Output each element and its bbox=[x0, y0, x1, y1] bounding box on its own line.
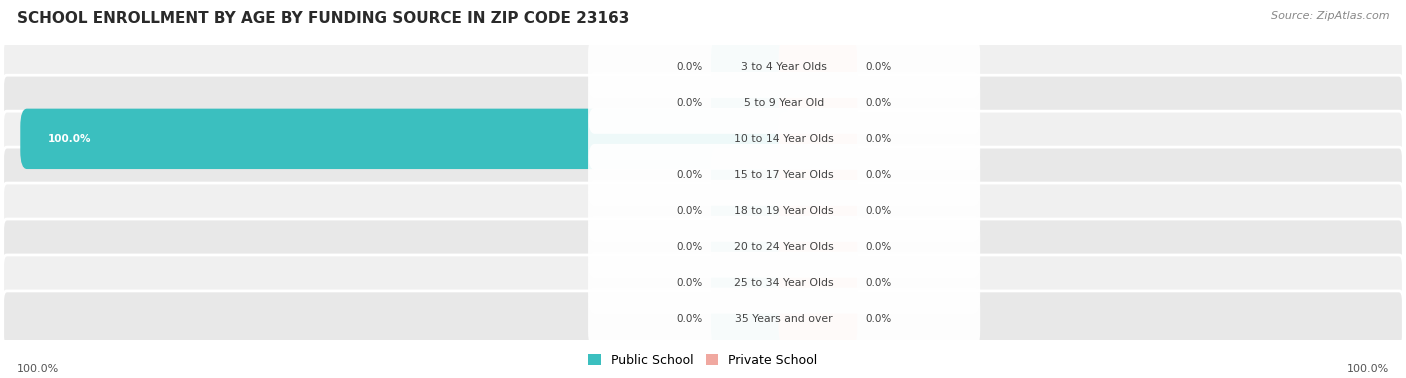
Text: 100.0%: 100.0% bbox=[17, 364, 59, 374]
Text: 0.0%: 0.0% bbox=[865, 98, 891, 108]
Text: 0.0%: 0.0% bbox=[676, 170, 703, 180]
FancyBboxPatch shape bbox=[3, 75, 1403, 130]
Text: 100.0%: 100.0% bbox=[1347, 364, 1389, 374]
Text: 0.0%: 0.0% bbox=[676, 62, 703, 72]
Text: 20 to 24 Year Olds: 20 to 24 Year Olds bbox=[734, 242, 834, 252]
Text: 100.0%: 100.0% bbox=[48, 134, 91, 144]
FancyBboxPatch shape bbox=[3, 219, 1403, 274]
Text: 35 Years and over: 35 Years and over bbox=[735, 314, 832, 324]
FancyBboxPatch shape bbox=[779, 148, 858, 201]
Text: 0.0%: 0.0% bbox=[676, 206, 703, 216]
Text: Source: ZipAtlas.com: Source: ZipAtlas.com bbox=[1271, 11, 1389, 21]
FancyBboxPatch shape bbox=[588, 72, 980, 134]
FancyBboxPatch shape bbox=[711, 256, 790, 309]
Text: 15 to 17 Year Olds: 15 to 17 Year Olds bbox=[734, 170, 834, 180]
Text: 0.0%: 0.0% bbox=[865, 170, 891, 180]
FancyBboxPatch shape bbox=[588, 144, 980, 206]
Text: 10 to 14 Year Olds: 10 to 14 Year Olds bbox=[734, 134, 834, 144]
Legend: Public School, Private School: Public School, Private School bbox=[583, 349, 823, 372]
FancyBboxPatch shape bbox=[711, 292, 790, 345]
FancyBboxPatch shape bbox=[779, 40, 858, 93]
Text: 0.0%: 0.0% bbox=[865, 242, 891, 252]
Text: 0.0%: 0.0% bbox=[676, 242, 703, 252]
FancyBboxPatch shape bbox=[779, 112, 858, 166]
Text: 18 to 19 Year Olds: 18 to 19 Year Olds bbox=[734, 206, 834, 216]
Text: 0.0%: 0.0% bbox=[865, 62, 891, 72]
FancyBboxPatch shape bbox=[588, 36, 980, 98]
FancyBboxPatch shape bbox=[779, 292, 858, 345]
FancyBboxPatch shape bbox=[779, 256, 858, 309]
Text: 25 to 34 Year Olds: 25 to 34 Year Olds bbox=[734, 278, 834, 288]
FancyBboxPatch shape bbox=[3, 39, 1403, 94]
Text: SCHOOL ENROLLMENT BY AGE BY FUNDING SOURCE IN ZIP CODE 23163: SCHOOL ENROLLMENT BY AGE BY FUNDING SOUR… bbox=[17, 11, 630, 26]
FancyBboxPatch shape bbox=[779, 76, 858, 130]
FancyBboxPatch shape bbox=[588, 252, 980, 314]
FancyBboxPatch shape bbox=[3, 255, 1403, 310]
Text: 0.0%: 0.0% bbox=[676, 278, 703, 288]
Text: 0.0%: 0.0% bbox=[865, 314, 891, 324]
FancyBboxPatch shape bbox=[711, 148, 790, 201]
FancyBboxPatch shape bbox=[711, 184, 790, 237]
FancyBboxPatch shape bbox=[3, 111, 1403, 167]
FancyBboxPatch shape bbox=[711, 220, 790, 273]
Text: 0.0%: 0.0% bbox=[676, 314, 703, 324]
FancyBboxPatch shape bbox=[3, 291, 1403, 346]
FancyBboxPatch shape bbox=[588, 108, 980, 170]
FancyBboxPatch shape bbox=[588, 288, 980, 350]
Text: 3 to 4 Year Olds: 3 to 4 Year Olds bbox=[741, 62, 827, 72]
Text: 0.0%: 0.0% bbox=[865, 206, 891, 216]
FancyBboxPatch shape bbox=[3, 183, 1403, 239]
FancyBboxPatch shape bbox=[588, 216, 980, 277]
FancyBboxPatch shape bbox=[588, 180, 980, 242]
FancyBboxPatch shape bbox=[779, 220, 858, 273]
Text: 0.0%: 0.0% bbox=[676, 98, 703, 108]
FancyBboxPatch shape bbox=[779, 184, 858, 237]
FancyBboxPatch shape bbox=[711, 40, 790, 93]
Text: 0.0%: 0.0% bbox=[865, 278, 891, 288]
FancyBboxPatch shape bbox=[3, 147, 1403, 203]
Text: 5 to 9 Year Old: 5 to 9 Year Old bbox=[744, 98, 824, 108]
FancyBboxPatch shape bbox=[711, 76, 790, 130]
FancyBboxPatch shape bbox=[20, 108, 790, 169]
Text: 0.0%: 0.0% bbox=[865, 134, 891, 144]
